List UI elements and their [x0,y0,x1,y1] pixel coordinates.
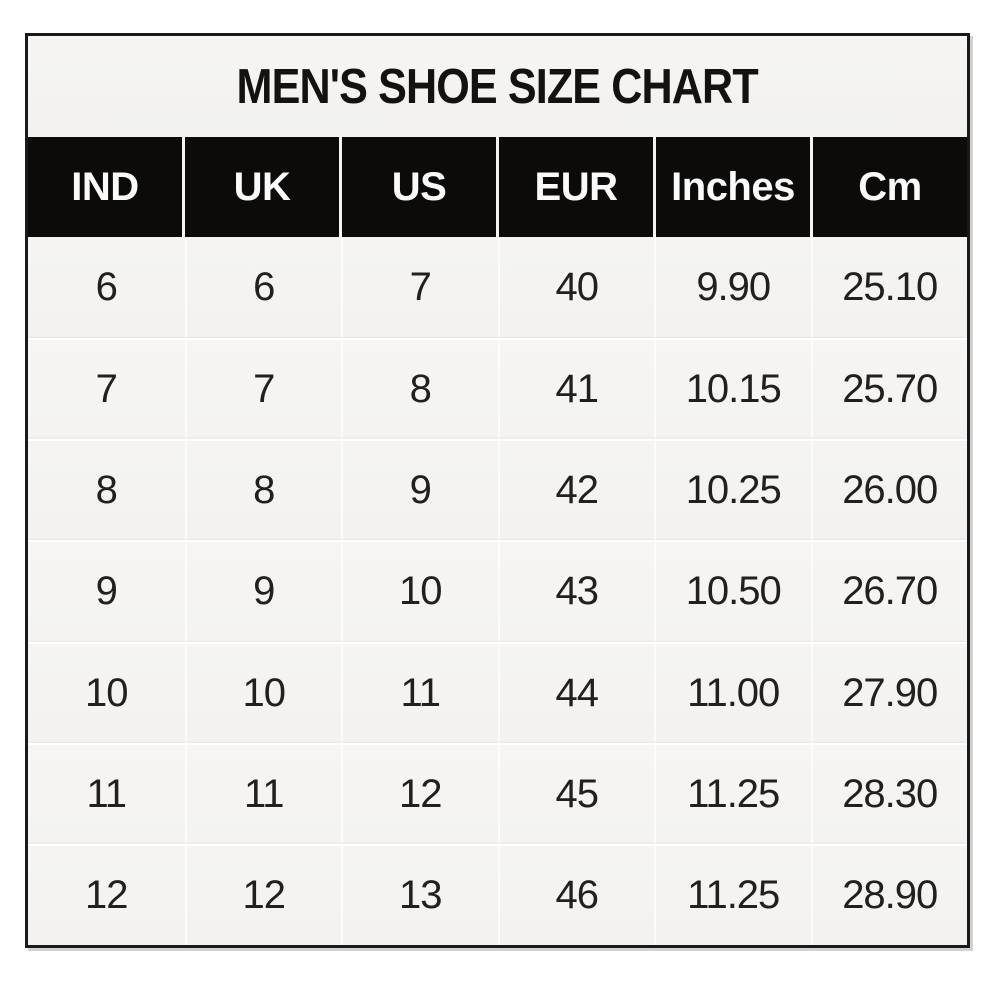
table-cell: 8 [184,441,342,541]
column-header-cm: Cm [813,137,967,237]
table-cell: 12 [85,872,128,917]
table-cell: 11 [86,771,127,816]
table-cell: 40 [497,237,655,339]
table-cell: 45 [497,744,655,844]
table-header-row: IND UK US EUR Inches Cm [28,137,967,237]
table-cell: 28.30 [810,744,968,844]
table-row: 6 6 7 40 9.90 25.10 [28,237,968,339]
table-cell: 42 [497,441,655,541]
column-header-ind: IND [28,137,182,237]
table-cell: 13 [341,845,498,945]
chart-title: MEN'S SHOE SIZE CHART [236,59,759,114]
table-cell: 9 [95,569,118,614]
table-cell: 10.50 [654,542,811,642]
table-cell: 11 [184,744,342,844]
table-cell: 7 [184,340,342,440]
table-cell: 7 [341,237,498,339]
table-cell: 9.90 [654,237,811,339]
table-cell: 9 [184,542,342,642]
table-cell: 10 [341,542,498,642]
table-cell: 25.10 [810,237,968,339]
table-cell: 10 [184,643,342,743]
table-cell: 44 [497,643,655,743]
table-row: 12 12 13 46 11.25 28.90 [28,843,968,945]
table-cell: 27.90 [810,643,968,743]
column-header-us: US [342,137,496,237]
table-cell: 12 [341,744,498,844]
size-chart-frame: MEN'S SHOE SIZE CHART IND UK US EUR Inch… [25,33,970,948]
table-cell: 12 [184,845,342,945]
table-cell: 26.70 [810,542,968,642]
table-cell: 11.25 [654,744,811,844]
table-cell: 6 [95,265,118,310]
table-cell: 8 [95,468,118,513]
table-cell: 6 [184,237,342,339]
table-cell: 25.70 [810,340,968,440]
table-row: 9 9 10 43 10.50 26.70 [28,540,968,642]
column-header-eur: EUR [499,137,653,237]
table-cell: 11.00 [654,643,811,743]
table-cell: 26.00 [810,441,968,541]
table-cell: 11.25 [654,845,811,945]
table-cell: 41 [497,340,655,440]
table-body: 6 6 7 40 9.90 25.10 7 7 8 41 10.15 25.70… [28,237,967,945]
table-cell: 11 [341,643,498,743]
column-header-uk: UK [185,137,339,237]
table-row: 8 8 9 42 10.25 26.00 [28,439,968,541]
table-cell: 10 [85,670,128,715]
table-cell: 43 [497,542,655,642]
table-row: 10 10 11 44 11.00 27.90 [28,641,968,743]
table-cell: 9 [341,441,498,541]
table-cell: 10.15 [654,340,811,440]
table-cell: 46 [497,845,655,945]
table-row: 7 7 8 41 10.15 25.70 [28,338,968,440]
column-header-inches: Inches [656,137,810,237]
table-cell: 28.90 [810,845,968,945]
title-band: MEN'S SHOE SIZE CHART [28,36,967,137]
table-cell: 7 [95,367,118,412]
table-row: 11 11 12 45 11.25 28.30 [28,742,968,844]
table-cell: 8 [341,340,498,440]
table-cell: 10.25 [654,441,811,541]
